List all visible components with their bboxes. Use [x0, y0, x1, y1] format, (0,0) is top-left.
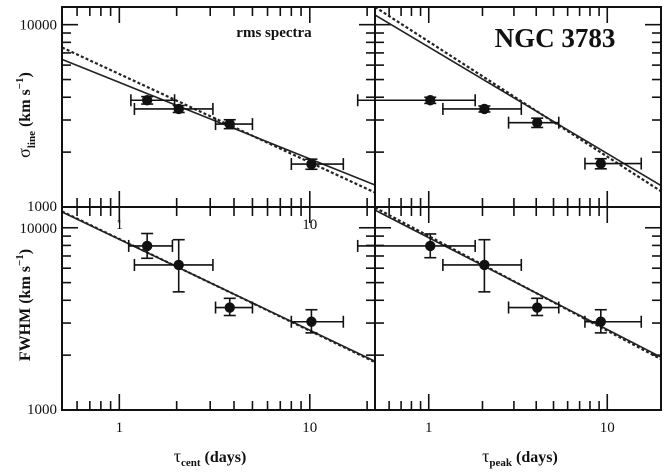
- data-marker: [141, 95, 153, 106]
- panel-frame: [61, 6, 376, 208]
- data-point: [214, 297, 254, 317]
- data-marker: [595, 158, 606, 169]
- spectrum-label: rms spectra: [236, 25, 312, 41]
- panel-frame: [61, 206, 376, 411]
- data-point: [214, 118, 254, 131]
- y-label-sigma-symbol: σ: [14, 148, 34, 158]
- fit-line-dotted: [375, 207, 661, 361]
- fit-lines: [375, 207, 661, 361]
- y-tick-label: 1000: [27, 402, 57, 418]
- data-marker: [425, 240, 436, 252]
- data-marker: [141, 240, 153, 252]
- data-point: [584, 308, 643, 334]
- y-label-fwhm-sup: −1: [14, 254, 26, 266]
- fit-lines: [62, 46, 375, 194]
- data-marker: [479, 103, 490, 115]
- x-label-cent-sub: cent: [181, 457, 201, 469]
- fit-lines: [375, 7, 661, 193]
- object-label: NGC 3783: [495, 23, 616, 53]
- y-label-fwhm-symbol: FWHM: [17, 308, 34, 361]
- panel-frame: [374, 206, 662, 411]
- data-point: [130, 94, 176, 107]
- x-tick-label: 10: [302, 420, 317, 436]
- data-point: [127, 232, 174, 260]
- x-axis-label-cent: τcent (days): [174, 446, 247, 469]
- data-point: [442, 238, 523, 293]
- x-label-peak-unit: (days): [512, 449, 558, 466]
- panel-top-right: [356, 6, 662, 208]
- y-label-sigma-unit: (km s: [17, 89, 34, 131]
- data-marker: [595, 316, 606, 327]
- data-point: [356, 233, 476, 259]
- data-point: [290, 158, 345, 171]
- y-label-sigma-sub: line: [26, 131, 38, 148]
- x-axis-label-peak: τpeak (days): [482, 446, 558, 469]
- data-marker: [479, 259, 490, 271]
- data-marker: [425, 95, 436, 106]
- data-marker: [306, 316, 317, 327]
- data-marker: [306, 158, 317, 170]
- fit-line-solid: [62, 58, 375, 186]
- data-point: [356, 94, 476, 107]
- x-tick-label: 1: [116, 217, 124, 233]
- data-marker: [531, 302, 543, 313]
- x-label-peak-tau: τ: [482, 446, 489, 466]
- y-tick-label: 10000: [20, 221, 58, 237]
- fit-line-dotted: [375, 7, 661, 193]
- x-tick-label: 10: [600, 420, 615, 436]
- x-tick-label: 10: [302, 217, 317, 233]
- x-tick-label: 1: [425, 420, 433, 436]
- y-tick-label: 10000: [20, 18, 58, 34]
- data-marker: [173, 259, 184, 271]
- y-tick-label: 1000: [27, 199, 57, 215]
- data-marker: [531, 117, 543, 128]
- data-point: [133, 102, 214, 115]
- panel-top-left: 1 10 1000 10000: [20, 6, 376, 233]
- fit-line-dotted: [62, 46, 375, 194]
- y-axis-label-sigma: σline (km s−1): [14, 72, 38, 158]
- x-tick-label: 1: [116, 420, 124, 436]
- data-point: [507, 297, 560, 317]
- panel-bottom-left: 1 10 1000 10000: [20, 206, 376, 436]
- panel-bottom-right: 1 10: [356, 206, 662, 436]
- y-label-fwhm-close: ): [17, 249, 34, 254]
- data-point: [584, 157, 643, 170]
- y-label-sigma-close: ): [17, 72, 34, 77]
- data-point: [507, 116, 560, 129]
- data-point: [290, 308, 345, 334]
- x-label-cent-tau: τ: [174, 446, 181, 466]
- data-point: [133, 238, 214, 293]
- y-label-fwhm-unit: (km s: [17, 266, 34, 308]
- x-label-peak-sub: peak: [489, 457, 513, 469]
- y-label-sigma-sup: −1: [14, 77, 26, 89]
- x-label-cent-unit: (days): [201, 449, 247, 466]
- y-axis-label-fwhm: FWHM (km s−1): [14, 249, 34, 361]
- data-marker: [224, 302, 235, 313]
- data-point: [442, 102, 523, 115]
- data-marker: [173, 103, 184, 115]
- fit-lines: [62, 210, 375, 364]
- fit-line-solid: [375, 14, 661, 187]
- data-marker: [224, 118, 235, 130]
- fit-line-dotted: [62, 210, 375, 364]
